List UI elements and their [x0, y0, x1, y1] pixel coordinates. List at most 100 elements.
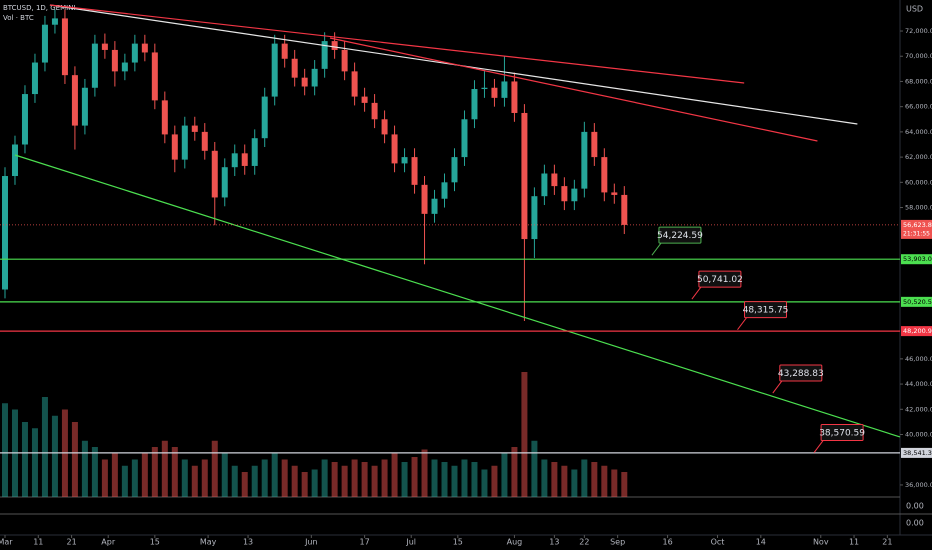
volume-bar: [561, 465, 568, 497]
level-badge: [901, 296, 932, 307]
volume-bar: [181, 459, 188, 497]
x-tick-label: 14: [756, 538, 766, 547]
currency: USD: [906, 5, 923, 14]
y-tick-label: 58,000.00: [905, 204, 932, 212]
x-tick-label: Aug: [507, 538, 523, 547]
volume-bar: [171, 447, 178, 497]
x-tick-label: 13: [549, 538, 559, 547]
candle-body: [1, 176, 8, 290]
candle-body: [401, 157, 408, 164]
candle-body: [141, 43, 148, 53]
last-price-label: 56,623.85: [903, 221, 932, 229]
volume-bar: [231, 465, 238, 497]
candle-body: [431, 198, 438, 214]
volume-bar: [31, 428, 38, 497]
x-tick-label: 21: [66, 538, 76, 547]
x-tick-label: 11: [849, 538, 859, 547]
y-tick-label: 66,000.00: [905, 103, 932, 111]
volume-bar: [341, 465, 348, 497]
callout-box: [698, 270, 742, 288]
candle-body: [41, 24, 48, 63]
callout-box: [658, 226, 702, 244]
y-tick-label: 42,000.00: [905, 405, 932, 413]
candle-body: [121, 62, 128, 72]
callout-label: 48,315.75: [743, 306, 789, 316]
volume-bar: [431, 459, 438, 497]
y-tick-label: 70,000.00: [905, 52, 932, 60]
volume-bar: [541, 459, 548, 497]
volume-bar: [381, 459, 388, 497]
candle-body: [491, 87, 498, 98]
candle-body: [331, 41, 338, 50]
y-tick-label: 60,000.00: [905, 178, 932, 186]
candle-body: [421, 184, 428, 214]
candle-body: [31, 62, 38, 95]
candle-body: [381, 119, 388, 135]
y-tick-label: 62,000.00: [905, 153, 932, 161]
last-price-badge: [901, 219, 932, 239]
volume-bar: [491, 465, 498, 497]
volume-bar: [51, 415, 58, 497]
callout-box: [820, 424, 864, 442]
candle-body: [81, 87, 88, 126]
candle-body: [541, 173, 548, 197]
x-tick-label: 13: [243, 538, 253, 547]
candle-body: [471, 89, 478, 120]
candle-body: [221, 167, 228, 198]
candle-body: [611, 192, 618, 195]
volume-bar: [71, 422, 78, 497]
volume-bar: [221, 453, 228, 497]
volume-bar: [131, 459, 138, 497]
volume-bar: [251, 465, 258, 497]
volume-bar: [421, 449, 428, 497]
volume-bar: [481, 469, 488, 497]
candle-body: [511, 81, 518, 113]
x-tick-label: Jul: [405, 538, 416, 547]
candle-body: [531, 196, 538, 240]
volume-bar: [161, 440, 168, 497]
volume-bar: [271, 453, 278, 497]
volume-bar: [121, 465, 128, 497]
candle-body: [91, 43, 98, 88]
candle-body: [351, 71, 358, 97]
candle-body: [481, 87, 488, 90]
y-tick-label: 46,000.00: [905, 355, 932, 363]
candle-body: [501, 81, 508, 98]
candle-body: [261, 96, 268, 139]
volume-bar: [391, 453, 398, 497]
callout-box: [744, 301, 788, 319]
y-tick-label: 44,000.00: [905, 380, 932, 388]
volume-bar: [91, 447, 98, 497]
volume-bar: [331, 462, 338, 497]
volume-bar: [411, 457, 418, 497]
level-label: 48,200.97: [903, 327, 932, 335]
level-badge: [901, 447, 932, 458]
volume-bar: [461, 459, 468, 497]
x-tick-label: Nov: [813, 538, 829, 547]
volume-bar: [301, 472, 308, 497]
candle-body: [311, 68, 318, 87]
volume-bar: [351, 459, 358, 497]
x-tick-label: 11: [33, 538, 43, 547]
x-tick-label: 17: [360, 538, 370, 547]
y-tick-label: 40,000.00: [905, 431, 932, 439]
trend-line: [14, 154, 901, 438]
x-tick-label: 22: [579, 538, 589, 547]
volume-bar: [371, 465, 378, 497]
volume-bar: [81, 440, 88, 497]
volume-bar: [101, 459, 108, 497]
candle-body: [581, 131, 588, 189]
volume-bar: [441, 462, 448, 497]
volume-bar: [621, 472, 628, 497]
volume-bar: [521, 372, 528, 497]
candle-body: [371, 102, 378, 120]
volume-bar: [361, 462, 368, 497]
candle-body: [361, 96, 368, 103]
candle-body: [411, 157, 418, 185]
candle-body: [201, 131, 208, 151]
volume-bar: [191, 465, 198, 497]
volume-bar: [201, 459, 208, 497]
candle-body: [321, 41, 328, 69]
x-tick-label: Apr: [101, 538, 116, 547]
